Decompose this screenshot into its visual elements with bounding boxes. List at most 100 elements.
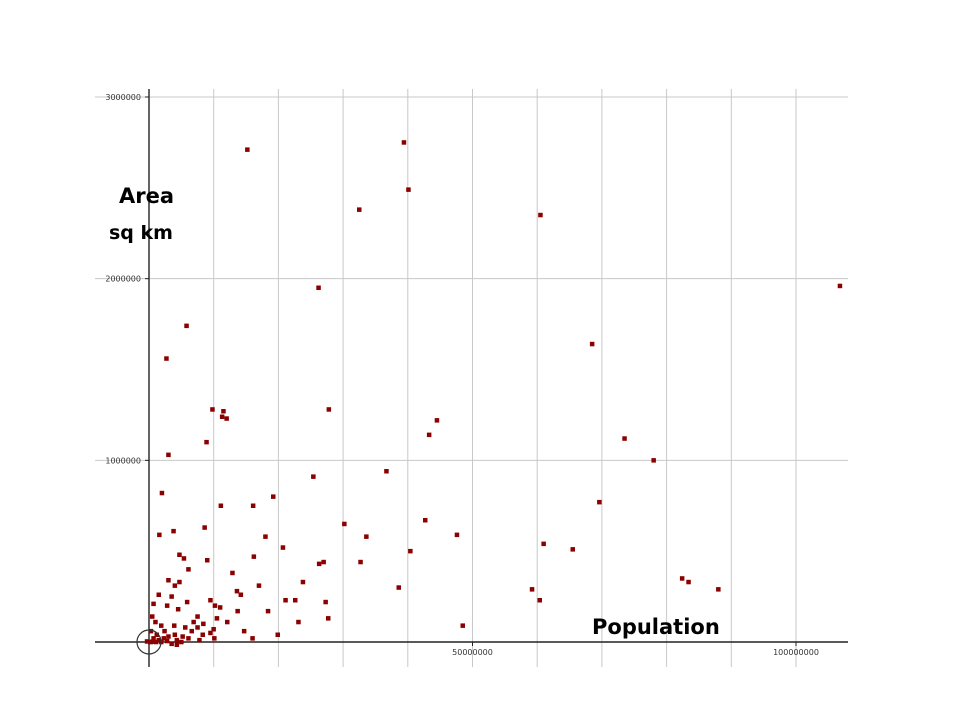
- data-point: [342, 521, 347, 527]
- data-point: [316, 285, 321, 290]
- data-point: [208, 598, 213, 603]
- data-point: [597, 499, 602, 505]
- data-point: [357, 207, 362, 212]
- data-point: [171, 528, 176, 534]
- data-point: [186, 567, 191, 572]
- y-tick-labels: 1000000 2000000 3000000: [105, 93, 149, 465]
- y-axis-label: Area: [119, 184, 174, 208]
- data-point: [225, 619, 230, 625]
- data-point: [384, 469, 389, 474]
- data-point: [166, 634, 171, 639]
- data-point: [177, 579, 182, 585]
- data-point: [460, 623, 465, 628]
- data-point: [210, 407, 215, 412]
- data-point: [179, 639, 184, 645]
- data-point: [296, 619, 301, 625]
- data-point: [426, 432, 432, 438]
- data-point: [172, 583, 178, 588]
- data-point: [174, 642, 180, 647]
- data-point: [153, 619, 158, 625]
- data-point: [183, 625, 188, 630]
- data-point: [201, 621, 206, 627]
- data-point: [217, 605, 223, 610]
- data-point: [200, 632, 205, 637]
- data-point: [235, 608, 240, 614]
- data-point: [164, 603, 170, 608]
- data-point: [148, 639, 153, 645]
- data-point: [150, 639, 156, 644]
- data-point: [529, 587, 535, 592]
- data-point: [716, 587, 721, 592]
- data-point: [323, 599, 328, 605]
- data-point: [358, 559, 363, 565]
- data-point: [181, 556, 187, 561]
- data-point: [537, 598, 542, 603]
- data-point: [150, 614, 155, 619]
- data-point: [161, 636, 167, 641]
- data-point: [326, 407, 332, 412]
- data-point: [275, 632, 280, 637]
- data-point: [166, 578, 171, 583]
- data-point: [162, 628, 167, 634]
- x-tick-label: 100000000: [773, 648, 819, 657]
- data-point: [541, 541, 546, 547]
- axes: [95, 89, 848, 667]
- data-point: [157, 532, 162, 538]
- origin-circle-icon: [136, 629, 162, 655]
- data-point: [241, 628, 247, 634]
- data-point: [401, 140, 407, 145]
- data-point: [159, 623, 164, 628]
- grid: [95, 89, 848, 667]
- data-point: [423, 518, 428, 523]
- data-point: [434, 418, 440, 423]
- data-point: [224, 416, 229, 421]
- data-point: [396, 585, 401, 590]
- data-point: [300, 579, 306, 585]
- data-point: [151, 601, 156, 607]
- y-tick-label: 2000000: [105, 275, 141, 284]
- data-point: [238, 592, 244, 597]
- data-point: [263, 534, 268, 539]
- data-point: [311, 474, 316, 479]
- data-point: [364, 534, 369, 539]
- data-point: [184, 323, 189, 329]
- data-point: [186, 636, 191, 641]
- data-point: [204, 439, 209, 445]
- data-point: [189, 628, 194, 634]
- y-tick-label: 3000000: [105, 93, 141, 102]
- y-axis-unit-label: sq km: [109, 222, 173, 244]
- data-point: [251, 554, 257, 559]
- data-point: [686, 579, 691, 585]
- data-point: [538, 212, 543, 218]
- data-point: [212, 603, 218, 608]
- data-point: [180, 634, 185, 639]
- data-point: [195, 625, 200, 630]
- data-point: [234, 588, 240, 594]
- data-point: [205, 558, 210, 563]
- x-tick-label: 50000000: [452, 648, 493, 657]
- x-tick-labels: 50000000 100000000: [452, 642, 819, 657]
- data-point: [230, 570, 235, 576]
- data-point: [156, 592, 161, 597]
- data-point: [679, 576, 685, 581]
- data-point: [154, 632, 159, 637]
- data-point: [218, 503, 224, 508]
- data-point: [219, 414, 225, 419]
- data-point: [283, 598, 288, 603]
- data-point: [172, 623, 177, 628]
- data-point: [175, 607, 181, 612]
- data-point: [221, 409, 226, 414]
- data-point: [326, 616, 331, 621]
- data-point: [321, 559, 326, 565]
- data-point: [208, 630, 213, 636]
- data-point: [293, 598, 298, 603]
- data-point: [184, 599, 190, 605]
- data-point: [169, 641, 174, 647]
- data-point: [212, 636, 217, 641]
- data-point: [454, 532, 460, 538]
- data-point: [245, 147, 250, 152]
- data-point: [408, 548, 413, 554]
- y-tick-label: 1000000: [105, 456, 141, 465]
- data-point: [164, 356, 169, 361]
- data-point: [202, 525, 207, 530]
